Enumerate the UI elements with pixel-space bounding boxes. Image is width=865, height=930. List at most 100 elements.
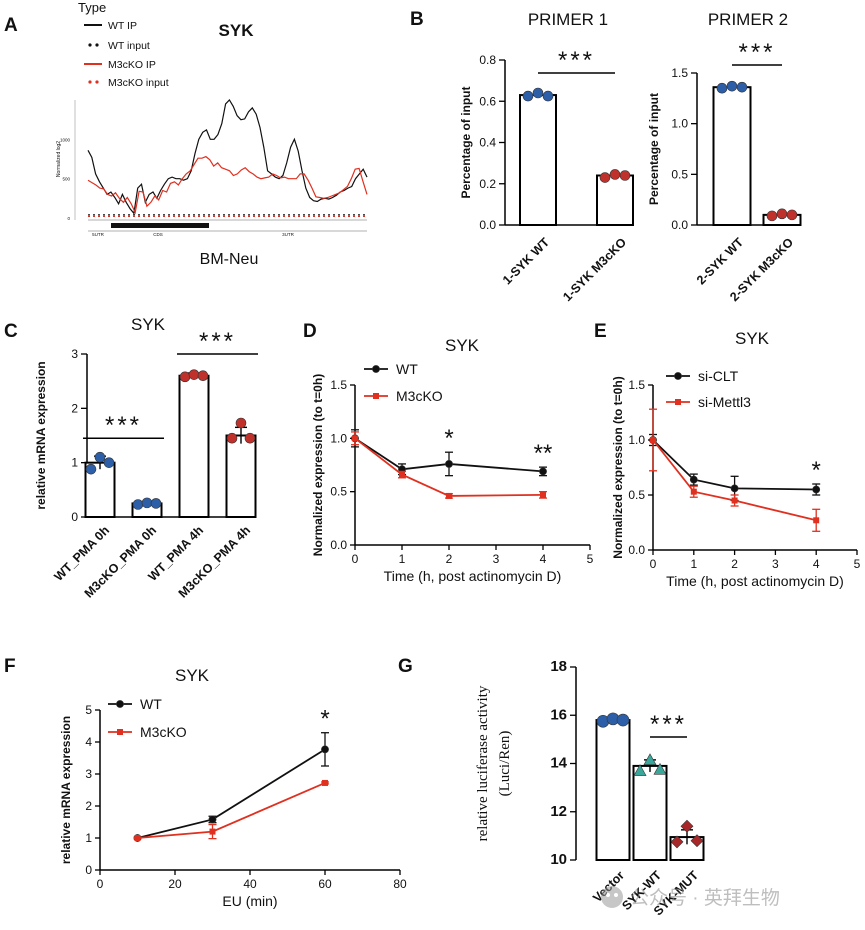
x-tick-label: 40 — [243, 877, 257, 891]
data-point — [188, 369, 200, 380]
legend-marker — [88, 43, 92, 47]
legend-marker — [95, 80, 99, 84]
x-tick-label: 4 — [813, 557, 820, 571]
data-point — [150, 498, 162, 509]
panel-b-primer1-bar-chart: PRIMER 1 Percentage of input 0.0 0.2 0.4 0.6 0… — [459, 10, 634, 304]
data-point — [85, 463, 97, 475]
y-tick-label: 1.0 — [628, 433, 645, 447]
significance-stars: ** — [534, 440, 553, 467]
data-point — [690, 488, 697, 495]
data-point — [226, 432, 238, 444]
legend-marker — [95, 43, 99, 47]
data-point — [731, 497, 738, 504]
data-point — [197, 370, 209, 382]
data-point — [813, 517, 820, 524]
y-tick-label: 14 — [550, 755, 567, 772]
data-point — [532, 87, 544, 99]
data-point — [609, 169, 621, 180]
data-point — [776, 208, 788, 220]
legend-marker — [373, 393, 379, 399]
y-tick-label: 0.4 — [479, 136, 496, 150]
bar — [596, 174, 634, 226]
data-point — [650, 437, 656, 443]
x-tick-label: 1 — [690, 557, 697, 571]
y-tick-label: 1.5 — [330, 378, 347, 392]
significance-stars: *** — [650, 711, 687, 738]
data-point — [141, 497, 153, 509]
y-tick-label: 500 — [62, 177, 70, 182]
data-point — [179, 371, 191, 383]
y-tick-label: 3 — [85, 767, 92, 781]
series-line — [137, 782, 326, 839]
y-axis-label: Percentage of input — [647, 93, 661, 205]
panel-g-bar-chart: relative luciferase activity (Luci/Ren) 10… — [475, 658, 705, 918]
y-tick-label: 18 — [550, 658, 567, 675]
series-line — [652, 439, 817, 491]
data-point — [643, 753, 657, 765]
data-point — [689, 475, 698, 484]
significance-stars: *** — [199, 328, 236, 355]
x-tick-label: 0 — [650, 557, 657, 571]
y-axis-label: relative mRNA expression — [59, 716, 73, 864]
coverage-trace — [87, 99, 368, 215]
legend-marker — [117, 729, 123, 735]
y-axis-label: Normalized expression (to t=0h) — [311, 374, 325, 556]
coverage-trace — [87, 155, 368, 215]
cds-block — [111, 223, 209, 228]
y-tick-label: 0 — [71, 510, 78, 524]
legend-marker — [372, 365, 380, 373]
data-point — [132, 499, 144, 510]
legend-label: WT IP — [108, 20, 137, 32]
bar — [595, 719, 631, 862]
y-tick-label: 0.0 — [671, 218, 688, 232]
legend-label: M3cKO — [396, 388, 443, 404]
x-tick-label: 5 — [587, 552, 594, 566]
panel-label-d: D — [303, 321, 317, 342]
data-point — [103, 457, 115, 468]
data-point — [446, 492, 452, 499]
panel-f-line-chart: SYK relative mRNA expression EU (min) 0 1 2 3 4… — [59, 666, 407, 909]
x-tick-label: 80 — [393, 877, 407, 891]
chart-title: PRIMER 1 — [528, 10, 608, 29]
x-axis-label: EU (min) — [222, 893, 277, 909]
y-tick-label: 0.6 — [479, 94, 496, 108]
chart-title: SYK — [175, 666, 210, 685]
legend-title: Type — [78, 0, 106, 15]
y-tick-label: 0.5 — [628, 488, 645, 502]
region-label: CDS — [153, 232, 163, 237]
series-line — [354, 437, 544, 497]
significance-stars: *** — [738, 39, 775, 66]
x-tick-label: 2-SYK WT — [694, 235, 746, 287]
chart-title: SYK — [131, 315, 166, 334]
significance-stars: *** — [558, 47, 595, 74]
x-tick-label: 0 — [97, 877, 104, 891]
y-tick-label: 5 — [85, 703, 92, 717]
x-tick-label: 20 — [168, 877, 182, 891]
data-point — [94, 451, 106, 463]
watermark-text: 公众号 · 英拜生物 — [630, 887, 780, 909]
data-point — [812, 485, 821, 494]
data-point — [690, 834, 704, 848]
data-point — [716, 82, 728, 94]
y-tick-label: 1.5 — [671, 66, 688, 80]
y-axis-label: Normalized log2 — [56, 141, 62, 177]
panel-label-f: F — [4, 656, 16, 677]
y-tick-label: 3 — [71, 347, 78, 361]
data-point — [542, 90, 554, 102]
x-tick-label: 3 — [493, 552, 500, 566]
data-point — [726, 80, 738, 92]
y-tick-label: 0 — [85, 863, 92, 877]
bar — [632, 764, 668, 861]
y-tick-label: 4 — [85, 735, 92, 749]
y-tick-label: 2 — [85, 799, 92, 813]
data-point — [736, 81, 748, 93]
panel-b-primer2-bar-chart: PRIMER 2 Percentage of input 0.0 0.5 1.0 1.5 2… — [647, 10, 802, 304]
legend-label: WT — [140, 696, 162, 712]
panel-label-a: A — [4, 15, 18, 36]
panel-label-c: C — [4, 321, 18, 342]
x-axis-label: Time (h, post actinomycin D) — [666, 573, 844, 589]
x-tick-label: 2 — [731, 557, 738, 571]
significance-stars: * — [812, 457, 821, 484]
y-tick-label: 1000 — [60, 137, 71, 142]
